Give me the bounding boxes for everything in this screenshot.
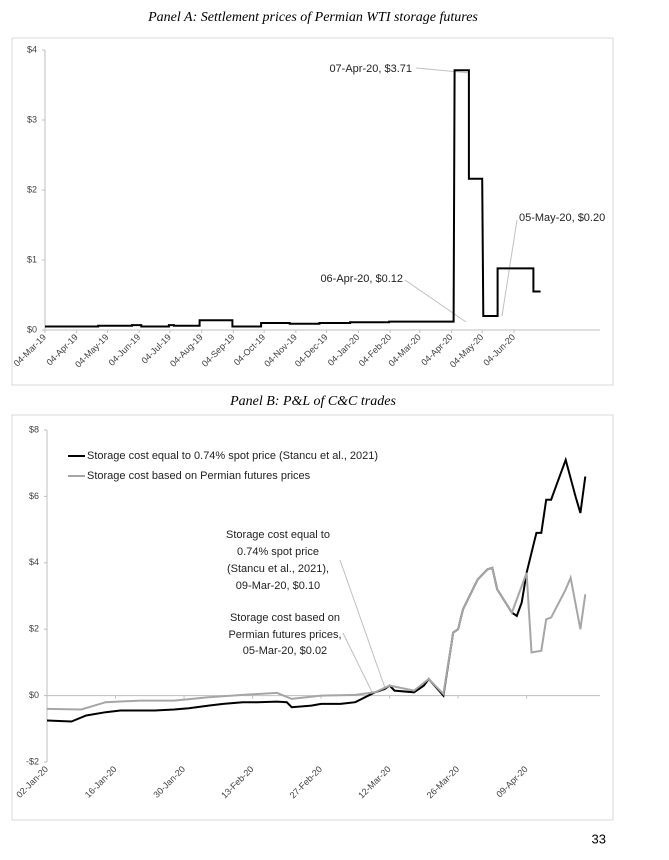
legend-label: Storage cost equal to 0.74% spot price (…	[87, 450, 378, 462]
y-tick-label: $0	[29, 690, 39, 700]
legend-label: Storage cost based on Permian futures pr…	[87, 470, 311, 482]
page-number: 33	[592, 831, 606, 846]
leader	[415, 67, 471, 74]
y-tick-label: $0	[27, 324, 37, 334]
x-tick-label: 26-Mar-20	[425, 764, 461, 800]
x-tick-label: 09-Apr-20	[494, 764, 529, 799]
x-tick-label: 04-Sep-19	[200, 332, 237, 369]
leader	[339, 559, 386, 689]
annotation: Storage cost based on	[230, 612, 340, 624]
x-tick-label: 04-Jun-20	[481, 332, 517, 368]
annotation: (Stancu et al., 2021),	[227, 563, 329, 575]
panel-a-title: Panel A: Settlement prices of Permian WT…	[147, 10, 478, 25]
x-tick-label: 27-Feb-20	[288, 764, 324, 800]
x-tick-label: 04-Jan-20	[326, 332, 362, 368]
annotation: 0.74% spot price	[237, 546, 319, 558]
annotation: 05-May-20, $0.20	[519, 212, 605, 224]
annotation: 05-Mar-20, $0.02	[243, 645, 327, 657]
annotation: Storage cost equal to	[226, 529, 330, 541]
leader	[342, 632, 373, 693]
series-line	[45, 69, 541, 328]
y-tick-label: $4	[29, 557, 39, 567]
y-tick-label: $4	[27, 44, 37, 54]
x-tick-label: 30-Jan-20	[151, 764, 187, 800]
annotation: 09-Mar-20, $0.10	[236, 580, 320, 592]
annotation: 07-Apr-20, $3.71	[329, 63, 412, 75]
annotation: Permian futures prices,	[228, 629, 341, 641]
panel-b-frame	[11, 414, 614, 821]
x-tick-label: 04-Aug-19	[168, 332, 205, 369]
y-tick-label: $1	[27, 254, 37, 264]
x-tick-label: 12-Mar-20	[356, 764, 392, 800]
x-tick-label: 04-May-19	[73, 332, 110, 369]
y-tick-label: $2	[29, 624, 39, 634]
series-line	[46, 456, 587, 723]
x-tick-label: 04-Mar-20	[386, 332, 422, 368]
x-tick-label: 16-Jan-20	[83, 764, 119, 800]
y-tick-label: $2	[27, 184, 37, 194]
x-tick-label: 04-Dec-19	[293, 332, 330, 369]
annotation: 06-Apr-20, $0.12	[320, 273, 403, 285]
panel-b-title: Panel B: P&L of C&C trades	[229, 394, 396, 409]
y-tick-label: $6	[29, 491, 39, 501]
x-tick-label: 04-May-20	[448, 332, 485, 369]
y-tick-label: -$2	[26, 756, 39, 766]
x-tick-label: 04-Jun-19	[107, 332, 143, 368]
series-line	[46, 566, 587, 711]
panel-a-frame	[11, 37, 614, 386]
y-tick-label: $8	[29, 424, 39, 434]
x-tick-label: 13-Feb-20	[219, 764, 255, 800]
x-tick-label: 02-Jan-20	[14, 764, 50, 800]
leader	[404, 279, 467, 323]
y-tick-label: $3	[27, 114, 37, 124]
x-tick-label: 04-Mar-19	[12, 332, 48, 368]
